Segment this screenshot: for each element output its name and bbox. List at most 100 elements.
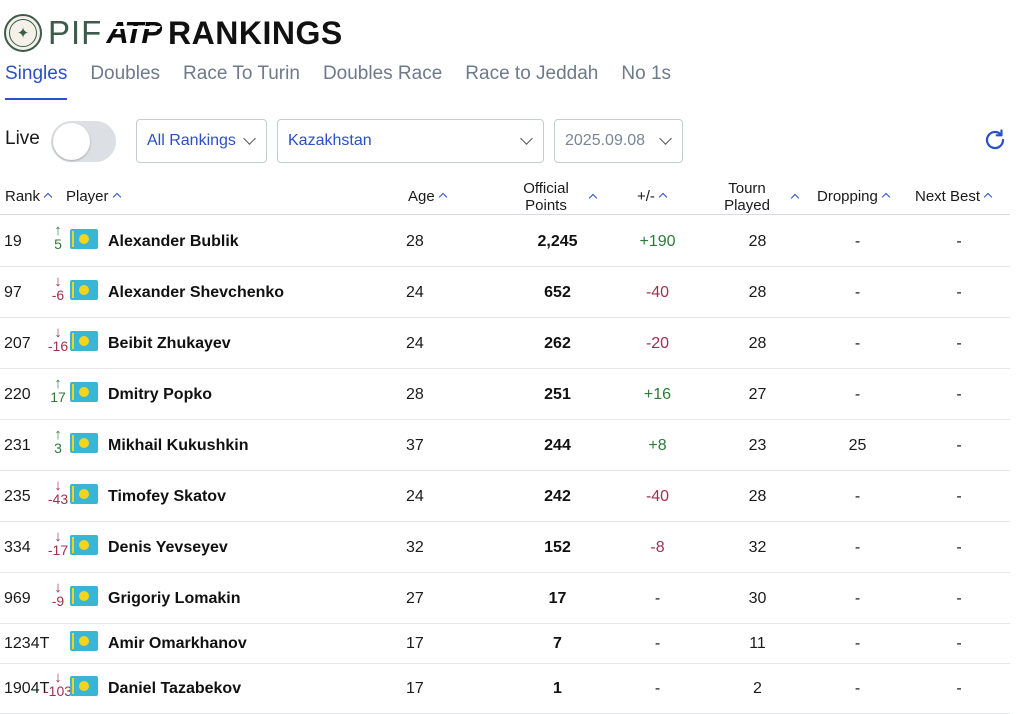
- player-name-link[interactable]: Timofey Skatov: [108, 487, 226, 505]
- col-tourn-played[interactable]: Tourn Played: [718, 180, 776, 214]
- rank-value: 1234T: [4, 635, 50, 652]
- player-name-link[interactable]: Amir Omarkhanov: [108, 635, 247, 652]
- rank-movement: ↓ -43: [44, 476, 72, 507]
- dropping-value: -: [854, 635, 861, 652]
- tourn-played-value: 23: [748, 436, 767, 454]
- col-delta[interactable]: +/-: [637, 188, 668, 205]
- points-change-value: +190: [639, 232, 676, 250]
- table-row[interactable]: 231 ↑ 3 Mikhail Kukushkin 37 244 +8 23 25 -: [0, 420, 1010, 471]
- rank-movement: ↓ -103: [44, 670, 73, 699]
- rank-movement-value: -103: [44, 683, 73, 699]
- rank-movement: ↑ 3: [44, 425, 72, 456]
- country-select[interactable]: Kazakhstan: [277, 119, 544, 163]
- rank-movement: ↑ 5: [44, 223, 72, 252]
- player-name-link[interactable]: Mikhail Kukushkin: [108, 436, 249, 454]
- points-value: 152: [544, 538, 571, 556]
- player-name-link[interactable]: Beibit Zhukayev: [108, 334, 231, 352]
- col-delta-label: +/-: [637, 188, 655, 205]
- points-change-value: -40: [645, 487, 670, 505]
- dropping-value: -: [854, 487, 861, 505]
- col-age[interactable]: Age: [408, 188, 447, 205]
- table-row[interactable]: 969 ↓ -9 Grigoriy Lomakin 27 17 - 30 - -: [0, 573, 1010, 624]
- table-row[interactable]: 220 ↑ 17 Dmitry Popko 28 251 +16 27 - -: [0, 369, 1010, 420]
- sort-up-icon: [588, 193, 598, 203]
- dropping-value: 25: [848, 436, 867, 454]
- country-value: Kazakhstan: [288, 132, 372, 149]
- brand-atp-text: ATP: [106, 15, 162, 50]
- col-rank-label: Rank: [5, 188, 41, 205]
- table-row[interactable]: 1904T ↓ -103 Daniel Tazabekov 17 1 - 2 - -: [0, 664, 1010, 714]
- sort-up-icon: [983, 192, 993, 202]
- table-row[interactable]: 235 ↓ -43 Timofey Skatov 24 242 -40 28 - -: [0, 471, 1010, 522]
- player-name-link[interactable]: Denis Yevseyev: [108, 538, 228, 556]
- age-value: 24: [406, 334, 424, 352]
- tab-doubles-race[interactable]: Doubles Race: [322, 63, 443, 84]
- rank-movement-value: -6: [51, 286, 65, 303]
- date-select[interactable]: 2025.09.08: [554, 119, 683, 163]
- next-best-value: -: [956, 385, 962, 403]
- tab-doubles[interactable]: Doubles: [90, 63, 161, 84]
- tab-race-to-jeddah[interactable]: Race to Jeddah: [465, 63, 599, 84]
- rank-value: 235: [4, 487, 31, 505]
- points-value: 1: [553, 680, 562, 697]
- dropping-value: -: [854, 589, 861, 607]
- arrow-up-icon: ↑: [54, 425, 62, 443]
- rankings-range-select[interactable]: All Rankings: [136, 119, 267, 163]
- tourn-played-value: 28: [748, 283, 767, 301]
- age-value: 17: [406, 635, 424, 652]
- chevron-down-icon: [520, 132, 533, 145]
- table-row[interactable]: 334 ↓ -17 Denis Yevseyev 32 152 -8 32 - -: [0, 522, 1010, 573]
- player-name-link[interactable]: Dmitry Popko: [108, 385, 213, 403]
- rank-value: 1904T: [4, 680, 50, 697]
- next-best-value: -: [956, 680, 962, 697]
- dropping-value: -: [854, 232, 861, 250]
- next-best-value: -: [956, 589, 962, 607]
- rankings-range-value: All Rankings: [147, 132, 236, 149]
- points-change-value: +8: [648, 436, 667, 454]
- col-next-best-label: Next Best: [915, 188, 981, 205]
- kazakhstan-flag-icon: [70, 676, 98, 696]
- kazakhstan-flag-icon: [70, 228, 98, 249]
- arrow-down-icon: ↓: [54, 272, 62, 290]
- refresh-icon[interactable]: [983, 128, 1007, 152]
- player-name-link[interactable]: Alexander Shevchenko: [108, 283, 285, 301]
- col-player[interactable]: Player: [66, 188, 121, 205]
- kazakhstan-flag-icon: [70, 432, 98, 453]
- player-name-link[interactable]: Alexander Bublik: [108, 232, 239, 250]
- arrow-down-icon: ↓: [54, 476, 62, 494]
- tab-singles[interactable]: Singles: [5, 63, 68, 100]
- site-header: ✦ PIF ATP RANKINGS: [4, 12, 343, 54]
- rank-movement: ↓ -16: [44, 325, 72, 354]
- col-rank[interactable]: Rank: [5, 188, 53, 205]
- rank-value: 969: [4, 589, 31, 607]
- next-best-value: -: [956, 283, 962, 301]
- col-official-points[interactable]: Official Points: [515, 180, 577, 214]
- col-next-best[interactable]: Next Best: [915, 188, 993, 205]
- col-dropping[interactable]: Dropping: [817, 188, 891, 205]
- player-name-link[interactable]: Grigoriy Lomakin: [108, 589, 241, 607]
- pif-seal-logo: ✦: [4, 14, 42, 52]
- next-best-value: -: [956, 538, 962, 556]
- next-best-value: -: [956, 436, 962, 454]
- player-name-link[interactable]: Daniel Tazabekov: [108, 680, 242, 697]
- kazakhstan-flag-icon: [70, 279, 98, 300]
- rank-value: 231: [4, 436, 31, 454]
- table-row[interactable]: 1234T Amir Omarkhanov 17 7 - 11 - -: [0, 624, 1010, 664]
- palm-swords-icon: ✦: [9, 19, 37, 47]
- live-toggle[interactable]: [51, 121, 116, 162]
- age-value: 24: [406, 283, 424, 301]
- tourn-played-value: 30: [748, 589, 767, 607]
- dropping-value: -: [854, 385, 861, 403]
- table-row[interactable]: 207 ↓ -16 Beibit Zhukayev 24 262 -20 28 - -: [0, 318, 1010, 369]
- table-row[interactable]: 19 ↑ 5 Alexander Bublik 28 2,245 +190 28 - -: [0, 216, 1010, 267]
- tab-no-1s[interactable]: No 1s: [621, 63, 672, 84]
- dropping-value: -: [854, 538, 861, 556]
- tab-race-to-turin[interactable]: Race To Turin: [183, 63, 300, 84]
- table-row[interactable]: 97 ↓ -6 Alexander Shevchenko 24 652 -40 28 - -: [0, 267, 1010, 318]
- sort-up-icon: [112, 192, 121, 202]
- points-value: 7: [553, 635, 562, 652]
- points-value: 251: [544, 385, 571, 403]
- brand-atp-logo: ATP: [106, 15, 162, 51]
- next-best-value: -: [956, 334, 962, 352]
- points-value: 17: [548, 589, 567, 607]
